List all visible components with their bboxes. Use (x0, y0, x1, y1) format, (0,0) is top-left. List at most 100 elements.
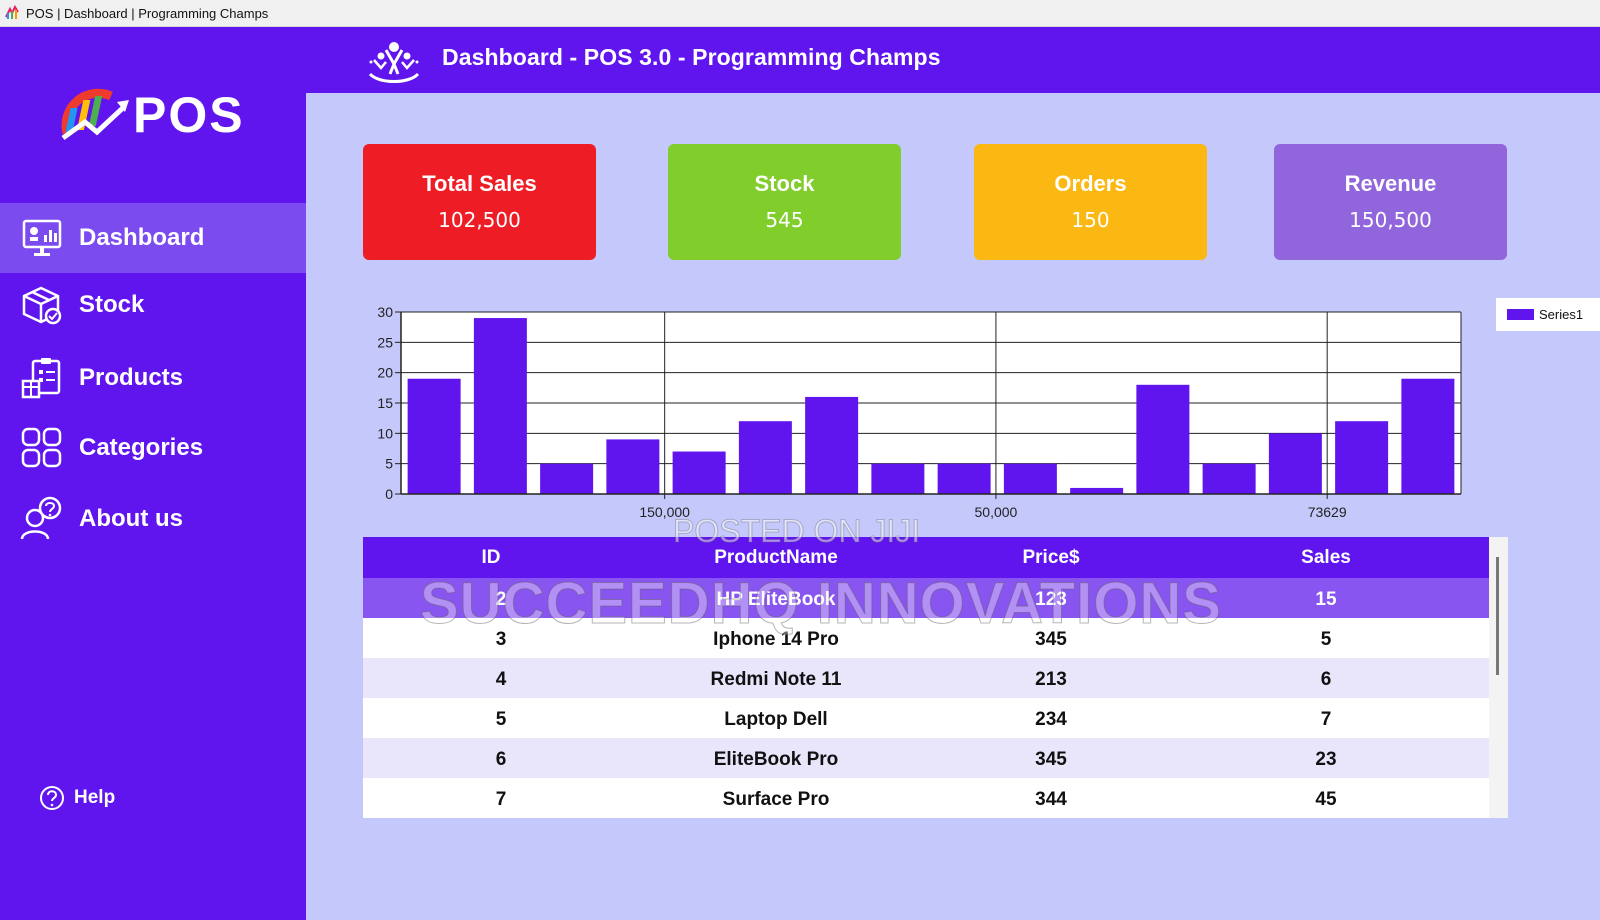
table-cell: 2 (495, 589, 507, 610)
table-cell: 45 (1315, 789, 1337, 810)
bar (738, 421, 792, 494)
products-table[interactable]: ID ProductName Price$ Sales 2 HP EliteBook 12… (363, 537, 1508, 818)
column-header[interactable]: Sales (1301, 547, 1351, 568)
card-title: Total Sales (422, 171, 537, 196)
bar (1401, 378, 1455, 494)
card-value: 102,500 (438, 208, 521, 232)
bar (1268, 433, 1322, 494)
column-header[interactable]: Price$ (1022, 547, 1080, 568)
products-clipboard-icon (21, 358, 61, 399)
column-header[interactable]: ProductName (714, 547, 838, 568)
stock-box-icon (22, 286, 62, 325)
bar (606, 439, 660, 494)
bar (937, 463, 991, 494)
stat-card-revenue: Revenue 150,500 (1274, 144, 1507, 260)
table-row[interactable]: 7 Surface Pro 344 45 (363, 778, 1489, 818)
table-cell: Laptop Dell (724, 709, 828, 730)
header-bar (306, 27, 1600, 93)
y-tick-label: 30 (377, 304, 393, 320)
help-question-icon (40, 786, 64, 810)
help-link[interactable]: Help (38, 784, 115, 812)
chart-legend: Series1 (1496, 298, 1600, 331)
table-cell: 344 (1035, 789, 1067, 810)
y-tick-label: 0 (385, 486, 393, 502)
y-tick-label: 10 (377, 425, 393, 441)
card-title: Stock (754, 171, 815, 196)
sidebar-item-label: Dashboard (79, 224, 205, 251)
page-title: Dashboard - POS 3.0 - Programming Champs (442, 44, 941, 70)
window-title: POS | Dashboard | Programming Champs (26, 5, 269, 21)
sidebar-item-categories[interactable]: Categories (0, 413, 306, 483)
table-header: ID ProductName Price$ Sales (363, 537, 1489, 578)
y-tick-label: 15 (377, 395, 393, 411)
dashboard-icon (22, 219, 62, 256)
table-cell: 123 (1035, 589, 1067, 610)
stat-card-total-sales: Total Sales 102,500 (363, 144, 596, 260)
card-title: Orders (1054, 171, 1127, 196)
sidebar: POS Dashboard Stock (0, 27, 306, 920)
bar (473, 318, 527, 494)
sidebar-item-stock[interactable]: Stock (0, 270, 306, 340)
sidebar-item-dashboard[interactable]: Dashboard (0, 203, 306, 273)
watermark-posted-on-jiji: POSTED ON JIJI (672, 513, 921, 550)
table-cell: HP EliteBook (716, 589, 836, 610)
table-cell: 7 (495, 789, 507, 810)
bar (871, 463, 925, 494)
table-row[interactable]: 6 EliteBook Pro 345 23 (363, 738, 1489, 779)
table-row[interactable]: 4 Redmi Note 11 213 6 (363, 658, 1489, 699)
table-row[interactable]: 5 Laptop Dell 234 7 (363, 698, 1489, 739)
bar (1003, 463, 1057, 494)
bar (1335, 421, 1389, 494)
scrollbar-track[interactable] (1489, 537, 1508, 818)
sidebar-item-label: About us (79, 505, 183, 532)
about-us-users-icon (20, 496, 62, 540)
table-cell: Iphone 14 Pro (713, 629, 839, 650)
champions-team-icon (368, 42, 420, 83)
table-cell: Redmi Note 11 (710, 669, 842, 690)
table-cell: 5 (495, 709, 507, 730)
sidebar-item-label: Stock (79, 291, 145, 318)
sidebar-item-label: Products (79, 364, 184, 391)
bar (672, 451, 726, 494)
y-tick-label: 5 (385, 456, 393, 472)
window-titlebar: POS | Dashboard | Programming Champs (0, 0, 1600, 27)
y-tick-label: 20 (377, 365, 393, 381)
table-cell: 3 (495, 629, 507, 650)
table-cell: 345 (1035, 749, 1067, 770)
x-tick-label: 150,000 (639, 504, 690, 520)
column-header[interactable]: ID (481, 547, 501, 568)
bar (805, 396, 859, 494)
stat-card-stock: Stock 545 (668, 144, 901, 260)
card-value: 150,500 (1349, 208, 1432, 232)
bar (1136, 384, 1190, 494)
sales-bar-chart: 0 5 10 15 20 25 30 150,000 50,000 73629 (377, 304, 1462, 520)
table-cell: 6 (1320, 669, 1332, 690)
legend-label: Series1 (1539, 307, 1584, 322)
bar (1202, 463, 1256, 494)
card-value: 150 (1071, 208, 1110, 232)
bar (540, 463, 594, 494)
table-cell: 4 (495, 669, 507, 690)
sidebar-item-about-us[interactable]: About us (0, 484, 306, 554)
watermark-succeedhq: SUCCEEDHQ INNOVATIONS (420, 571, 1222, 637)
table-cell: 23 (1315, 749, 1337, 770)
sidebar-item-products[interactable]: Products (0, 343, 306, 413)
table-row[interactable]: 3 Iphone 14 Pro 345 5 (363, 618, 1489, 659)
pos-logo (61, 88, 129, 141)
table-row[interactable]: 2 HP EliteBook 123 15 (363, 578, 1489, 619)
x-tick-label: 50,000 (975, 504, 1018, 520)
scrollbar-thumb[interactable] (1496, 557, 1499, 675)
table-cell: 345 (1035, 629, 1067, 650)
legend-swatch (1507, 309, 1534, 320)
help-label: Help (74, 787, 116, 808)
logo-text: POS (133, 87, 245, 143)
stat-card-orders: Orders 150 (974, 144, 1207, 260)
categories-grid-icon (21, 427, 62, 468)
bar (1070, 487, 1124, 494)
table-cell: 5 (1320, 629, 1332, 650)
table-cell: 7 (1320, 709, 1332, 730)
table-cell: 213 (1035, 669, 1067, 690)
x-tick-label: 73629 (1308, 504, 1347, 520)
y-tick-label: 25 (377, 334, 393, 350)
table-cell: 15 (1315, 589, 1337, 610)
